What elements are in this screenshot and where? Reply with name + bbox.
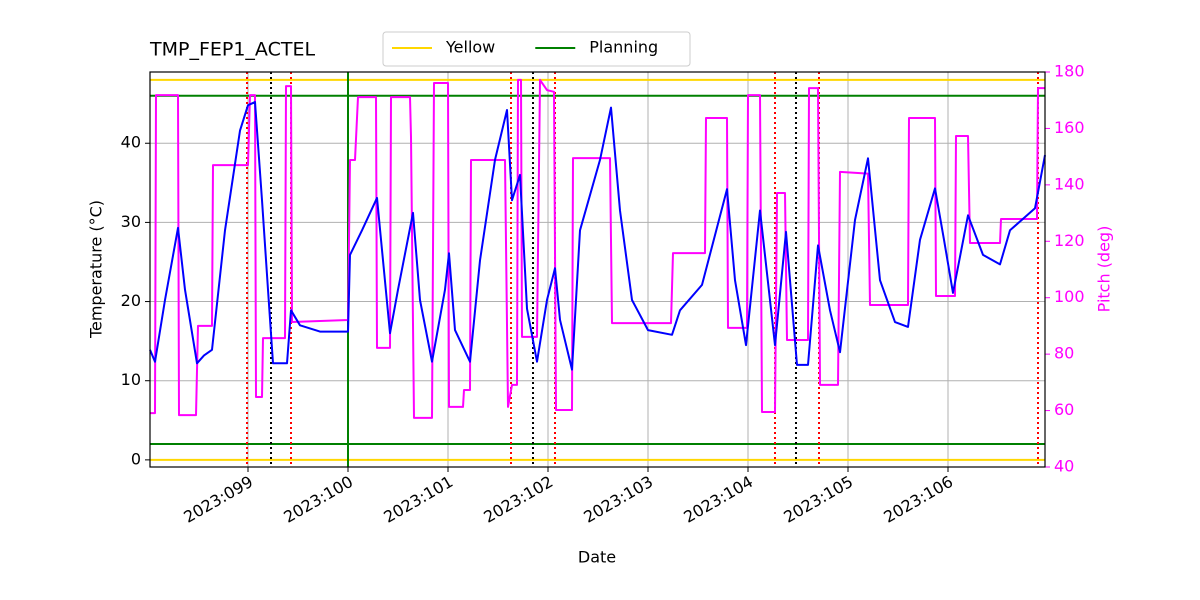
x-tick-label: 2023:101	[380, 472, 456, 527]
y2-tick-label: 180	[1054, 62, 1085, 81]
y2-axis-label: Pitch (deg)	[1095, 226, 1114, 313]
x-tick-label: 2023:104	[680, 472, 756, 527]
plot-frame	[149, 71, 1046, 468]
x-tick-label: 2023:099	[180, 472, 256, 527]
y2-tick-label: 160	[1054, 118, 1085, 137]
x-tick-label: 2023:103	[580, 472, 656, 527]
chart-title: TMP_FEP1_ACTEL	[149, 39, 315, 61]
legend-label: Planning	[589, 38, 658, 57]
x-tick-label: 2023:100	[280, 472, 356, 527]
y-axis-label: Temperature (°C)	[87, 200, 106, 339]
y-tick-label: 40	[121, 133, 141, 152]
y2-tick-label: 100	[1054, 287, 1085, 306]
x-tick-label: 2023:102	[480, 472, 556, 527]
y2-tick-label: 80	[1054, 344, 1074, 363]
x-axis-label: Date	[578, 548, 616, 567]
y-tick-label: 0	[131, 449, 141, 468]
legend-label: Yellow	[445, 38, 495, 57]
series-line	[149, 101, 1046, 371]
y2-tick-label: 140	[1054, 174, 1085, 193]
series-line	[150, 78, 1045, 419]
x-tick-label: 2023:105	[780, 472, 856, 527]
x-tick-label: 2023:106	[880, 472, 956, 527]
y2-tick-label: 120	[1054, 231, 1085, 250]
y-tick-label: 10	[121, 370, 141, 389]
y-tick-label: 20	[121, 291, 141, 310]
y2-tick-label: 60	[1054, 400, 1074, 419]
y2-tick-label: 40	[1054, 457, 1074, 476]
y-tick-label: 30	[121, 212, 141, 231]
